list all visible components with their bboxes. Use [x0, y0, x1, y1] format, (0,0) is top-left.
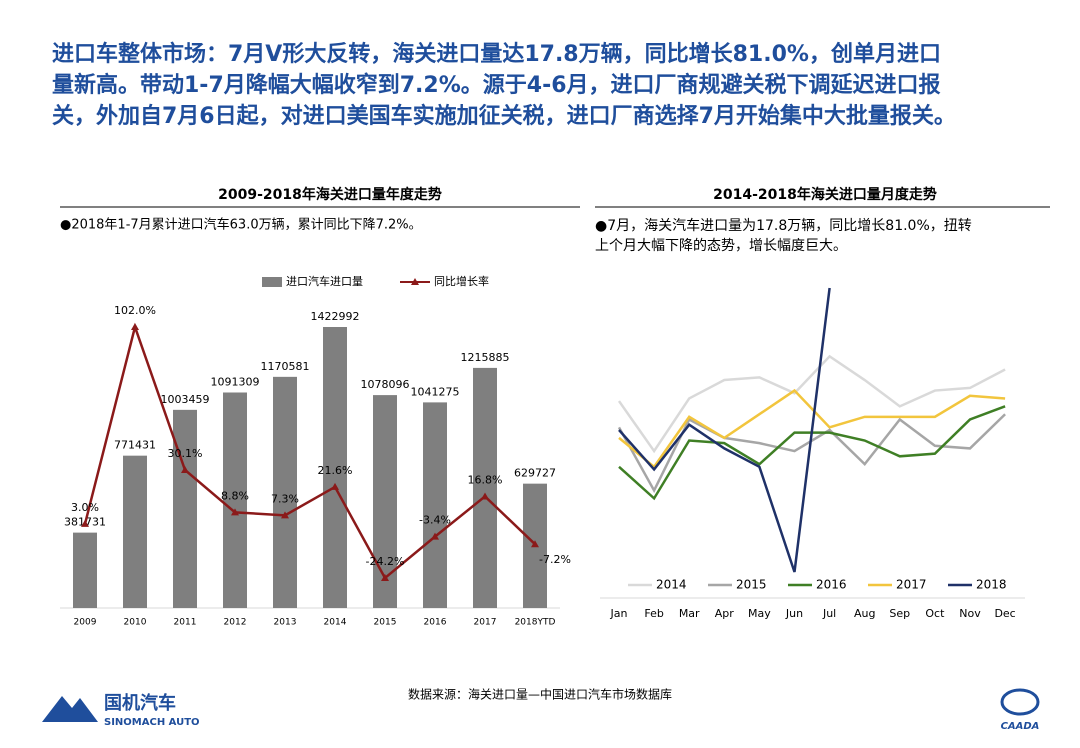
- legend-label: 2014: [656, 578, 687, 592]
- bar: [123, 455, 147, 608]
- x-tick-label: 2011: [174, 618, 197, 628]
- chart-note: 上个月大幅下降的态势，增长幅度巨大。: [595, 238, 847, 254]
- chart-note: ●7月，海关汽车进口量为17.8万辆，同比增长81.0%，扭转: [595, 217, 972, 234]
- bar: [423, 402, 447, 608]
- x-tick-label: 2018YTD: [515, 618, 556, 628]
- rate-line: [83, 322, 536, 580]
- rate-marker: [331, 482, 339, 490]
- legend-label: 2015: [736, 578, 767, 592]
- x-tick-label: Nov: [959, 607, 981, 620]
- x-tick-label: Jul: [822, 607, 836, 620]
- series-line: [618, 388, 1006, 469]
- rate-label: 3.0%: [71, 501, 99, 514]
- legend-label: 2018: [976, 578, 1007, 592]
- legend-label: 同比增长率: [434, 274, 489, 288]
- headline: 进口车整体市场：7月V形大反转，海关进口量达17.8万辆，同比增长81.0%，创…: [52, 41, 941, 67]
- logo-text: 国机汽车: [104, 692, 176, 714]
- x-tick-label: Feb: [644, 607, 663, 620]
- bar-label: 1215885: [461, 351, 510, 364]
- rate-marker: [81, 519, 89, 527]
- x-tick-label: 2017: [474, 618, 497, 628]
- headline: 量新高。带动1-7月降幅大幅收窄到7.2%。源于4-6月，进口厂商规避关税下调延…: [52, 72, 941, 98]
- rate-marker: [281, 511, 289, 519]
- rate-label: 30.1%: [168, 447, 203, 460]
- rate-marker: [231, 508, 239, 516]
- legend-label: 2017: [896, 578, 927, 592]
- chart-title: 2014-2018年海关进口量月度走势: [713, 186, 937, 203]
- bar: [323, 327, 347, 608]
- bar: [73, 532, 97, 608]
- bar-label: 1422992: [311, 310, 360, 323]
- rate-label: 16.8%: [468, 473, 503, 486]
- headline: 关，外加自7月6日起，对进口美国车实施加征关税，进口厂商选择7月开始集中大批量报…: [52, 103, 956, 129]
- chart-title: 2009-2018年海关进口量年度走势: [218, 186, 442, 203]
- bar-label: 1091309: [211, 375, 260, 388]
- rate-marker: [481, 492, 489, 500]
- x-tick-label: Aug: [854, 607, 875, 620]
- rate-marker: [531, 540, 539, 548]
- bar-label: 1003459: [161, 393, 210, 406]
- x-tick-label: 2016: [424, 618, 447, 628]
- x-tick-label: 2010: [124, 618, 147, 628]
- rate-label: -3.4%: [419, 514, 451, 527]
- x-tick-label: Jan: [610, 607, 628, 620]
- x-tick-label: Mar: [679, 607, 700, 620]
- bar-label: 771431: [114, 439, 156, 452]
- bar: [473, 367, 497, 608]
- series-line: [617, 354, 1006, 454]
- x-tick-label: Apr: [715, 607, 735, 620]
- bar-label: 1041275: [411, 385, 460, 398]
- rate-label: 21.6%: [318, 464, 353, 477]
- legend-label: 进口汽车进口量: [286, 274, 363, 288]
- rate-label: 7.3%: [271, 492, 299, 505]
- bar-label: 1078096: [361, 378, 410, 391]
- x-tick-label: Dec: [994, 607, 1015, 620]
- legend-label: 2016: [816, 578, 847, 592]
- logo-icon: [42, 696, 98, 722]
- series-line: [618, 287, 831, 573]
- bar: [223, 392, 247, 608]
- legend-swatch: [262, 277, 282, 287]
- source: 数据来源：海关进口量—中国进口汽车市场数据库: [408, 687, 672, 702]
- rate-marker: [131, 323, 139, 330]
- chart-note: ●2018年1-7月累计进口汽车63.0万辆，累计同比下降7.2%。: [60, 217, 422, 233]
- x-tick-label: 2013: [274, 618, 297, 628]
- x-tick-label: 2015: [374, 618, 397, 628]
- logo-text: SINOMACH AUTO: [104, 717, 200, 728]
- rate-label: -7.2%: [539, 553, 571, 566]
- bar-label: 1170581: [261, 360, 310, 373]
- x-tick-label: Jun: [785, 607, 803, 620]
- bar-label: 629727: [514, 467, 556, 480]
- rate-label: -24.2%: [366, 555, 405, 568]
- bar: [273, 376, 297, 608]
- x-tick-label: May: [748, 607, 771, 620]
- bar: [173, 409, 197, 608]
- rate-label: 102.0%: [114, 304, 156, 317]
- logo-icon: [1000, 688, 1040, 716]
- rate-label: 8.8%: [221, 489, 249, 502]
- x-tick-label: 2012: [224, 618, 247, 628]
- logo-text: CAADA: [1001, 721, 1040, 732]
- rate-marker: [381, 574, 389, 581]
- rate-marker: [181, 466, 189, 474]
- x-tick-label: Sep: [889, 607, 910, 620]
- x-tick-label: 2014: [324, 618, 347, 628]
- x-tick-label: Oct: [925, 607, 945, 620]
- rate-marker: [431, 532, 439, 540]
- x-tick-label: 2009: [74, 618, 97, 628]
- legend-swatch: [411, 278, 419, 285]
